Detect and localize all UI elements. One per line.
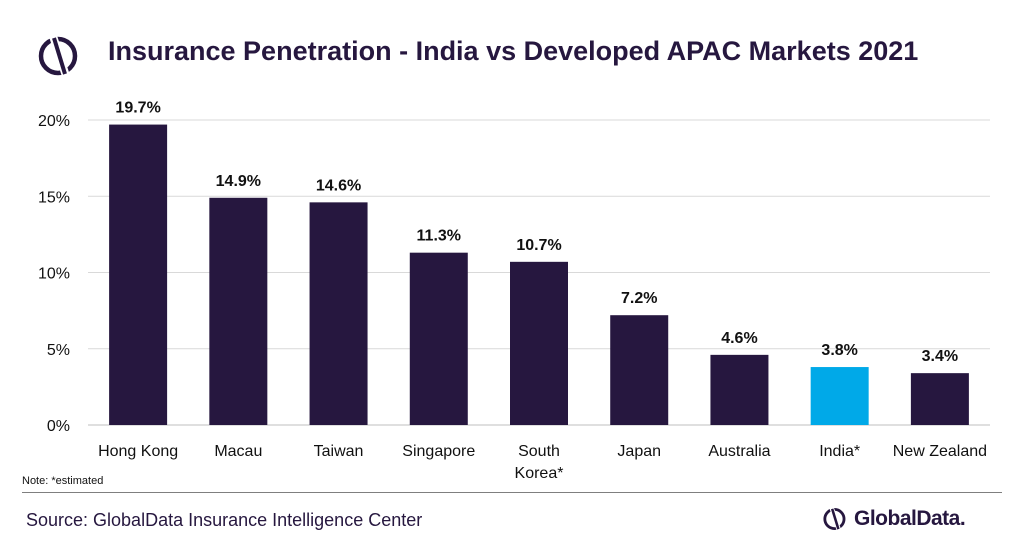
x-tick-label: Macau [214,443,262,460]
bar [910,373,969,425]
data-label: 3.4% [922,348,958,365]
x-tick-label: Australia [708,443,770,460]
bar [510,261,568,425]
x-tick-label: Taiwan [314,443,364,460]
x-tick-label: India* [819,443,860,460]
bar [710,354,769,425]
data-label: 14.9% [216,173,261,190]
data-label: 14.6% [316,177,361,194]
x-axis-tick-labels: Hong Kong Macau Taiwan Singapore South Korea*… [98,443,987,482]
brand-name: GlobalData. [854,507,966,530]
x-tick-label: Japan [617,443,661,460]
source-text: Source: GlobalData Insurance Intelligenc… [26,510,423,530]
bar [309,202,368,425]
brand-logo: GlobalData. [822,504,966,534]
bar [109,124,168,425]
y-tick-label: 15% [38,189,70,206]
data-label: 3.8% [821,342,857,359]
data-label: 4.6% [721,330,757,347]
x-tick-label: Korea* [515,465,564,482]
data-label: 10.7% [516,237,561,254]
bar [810,367,869,425]
globaldata-logo-icon [823,506,846,532]
y-tick-label: 5% [47,342,70,359]
x-tick-label: Singapore [402,443,475,460]
data-label: 11.3% [417,228,461,245]
y-tick-label: 10% [38,266,70,283]
bar [209,197,268,425]
bar [610,315,669,425]
x-tick-label: New Zealand [893,443,987,460]
globaldata-logo-icon [38,34,78,78]
footnote: Note: *estimated [22,475,104,487]
x-tick-label: Hong Kong [98,443,178,460]
bars [109,124,969,425]
y-axis-tick-labels: 0% 5% 10% 15% 20% [38,113,70,435]
x-tick-label: South [518,443,560,460]
footer-divider [22,492,1002,493]
data-label: 19.7% [115,100,160,117]
data-label: 7.2% [621,290,657,307]
y-tick-label: 0% [47,418,70,435]
y-tick-label: 20% [38,113,70,130]
data-labels: 19.7% 14.9% 14.6% 11.3% 10.7% 7.2% 4.6% 3.8% 3.4… [115,100,958,366]
bar [409,252,468,425]
chart-title: Insurance Penetration - India vs Develop… [108,36,919,66]
